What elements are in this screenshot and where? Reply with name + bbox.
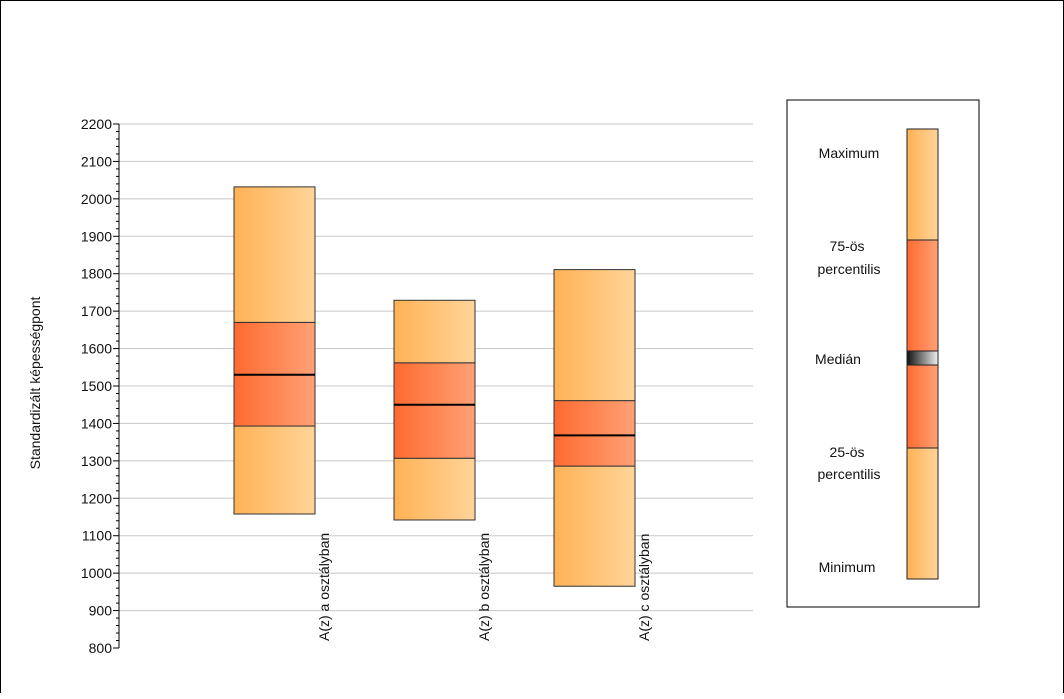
legend-swatch-q1 <box>906 364 939 449</box>
y-tick-label: 800 <box>89 640 113 656</box>
category-label-3: A(z) c osztályban <box>636 534 652 641</box>
legend-label-p75-line2: percentilis <box>817 261 880 277</box>
legend-swatch-q3 <box>906 239 939 352</box>
y-axis: 800 900 1000 1100 1200 1300 1400 1500 1600 1700 18… <box>81 116 120 656</box>
legend-swatch-lower <box>906 447 939 580</box>
box-lower-segment <box>553 465 636 587</box>
legend-label-p25: 25-ös percentilis <box>817 444 880 482</box>
y-tick-label: 1100 <box>82 528 112 544</box>
legend-swatch-median <box>906 350 939 366</box>
legend-label-p25-line2: percentilis <box>817 466 880 482</box>
box-3 <box>553 269 636 587</box>
y-axis-label: Standardizált képességpont <box>27 297 43 470</box>
category-labels: A(z) a osztályban A(z) b osztályban A(z) c… <box>316 533 652 641</box>
legend-frame <box>786 99 980 608</box>
box-1 <box>233 186 316 515</box>
y-tick-label: 1800 <box>81 266 112 282</box>
legend-label-minimum: Minimum <box>819 559 876 575</box>
box-upper-segment <box>393 299 476 364</box>
legend-label-median: Medián <box>815 351 861 367</box>
y-tick-label: 1500 <box>81 378 112 394</box>
box-q3-segment <box>233 321 316 376</box>
legend-swatch-upper <box>906 128 939 241</box>
y-tick-label: 1000 <box>81 565 112 581</box>
legend-label-p25-line1: 25-ös <box>830 444 865 460</box>
category-label-2: A(z) b osztályban <box>476 533 492 641</box>
y-tick-label: 1700 <box>81 303 112 319</box>
legend-label-p75-line1: 75-ös <box>830 238 865 254</box>
y-tick-label: 2200 <box>81 116 112 132</box>
box-q1-segment <box>393 404 476 459</box>
box-q1-segment <box>553 434 636 467</box>
y-tick-label: 900 <box>89 603 113 619</box>
box-2 <box>393 299 476 521</box>
y-tick-label: 2100 <box>81 153 112 169</box>
y-tick-label: 2000 <box>81 191 112 207</box>
box-q1-segment <box>233 374 316 427</box>
box-q3-segment <box>553 400 636 436</box>
legend-label-maximum: Maximum <box>819 145 880 161</box>
legend-label-p75: 75-ös percentilis <box>817 238 880 277</box>
y-tick-label: 1400 <box>81 415 112 431</box>
box-lower-segment <box>393 457 476 521</box>
y-tick-label: 1300 <box>81 453 112 469</box>
y-tick-label: 1900 <box>81 228 112 244</box>
box-q3-segment <box>393 362 476 406</box>
category-label-1: A(z) a osztályban <box>316 533 332 641</box>
box-lower-segment <box>233 425 316 515</box>
y-tick-label: 1600 <box>81 341 112 357</box>
legend: Maximum 75-ös percentilis Medián 25-ös p… <box>786 99 980 608</box>
y-tick-label: 1200 <box>81 490 112 506</box>
boxes <box>233 186 636 587</box>
box-upper-segment <box>233 186 316 323</box>
box-upper-segment <box>553 269 636 402</box>
